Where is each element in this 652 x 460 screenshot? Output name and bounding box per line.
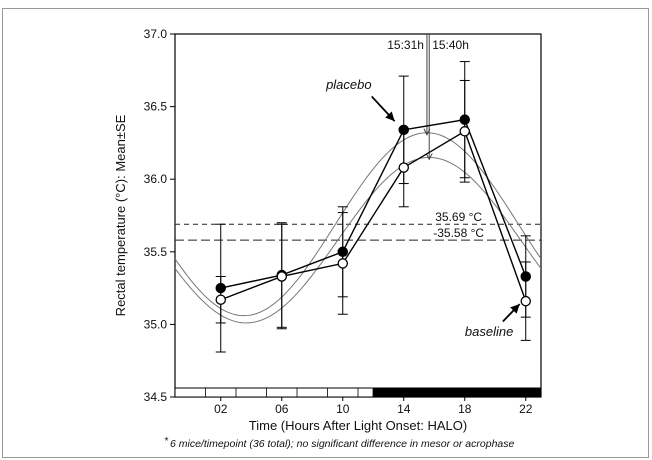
y-tick-label: 35.0 <box>144 317 168 331</box>
y-tick-label: 36.5 <box>144 100 168 114</box>
dark-phase-bar <box>372 387 542 398</box>
placebo-annotation: placebo <box>325 77 372 92</box>
y-tick-label: 36.0 <box>144 172 168 186</box>
y-tick-label: 34.5 <box>144 390 168 404</box>
x-axis-title: Time (Hours After Light Onset: HALO) <box>249 418 467 433</box>
light-phase-bar <box>174 387 374 398</box>
placebo-point <box>398 124 409 136</box>
y-tick-label: 37.0 <box>144 27 168 41</box>
baseline-point <box>276 271 287 282</box>
mesor-label: 35.69 °C <box>435 210 482 224</box>
placebo-arrow-head <box>385 111 395 122</box>
baseline-point <box>520 295 532 307</box>
y-axis-title: Rectal temperature (°C): Mean±SE <box>113 114 128 316</box>
cosinor-fit-curve <box>175 156 541 324</box>
x-tick-label: 22 <box>519 402 533 416</box>
baseline-annotation: baseline <box>465 324 513 339</box>
baseline-series-line <box>220 130 527 302</box>
x-tick-label: 02 <box>214 402 228 416</box>
x-tick-label: 06 <box>275 402 289 416</box>
placebo-series-line <box>220 118 527 289</box>
placebo-point <box>215 282 226 294</box>
x-tick-label: 10 <box>336 402 350 416</box>
baseline-point <box>337 258 348 269</box>
y-tick-label: 35.5 <box>144 245 168 259</box>
acrophase-label: 15:40h <box>432 38 469 52</box>
baseline-arrow-head <box>510 304 520 314</box>
cosinor-fit-curve <box>175 132 541 317</box>
baseline-point <box>459 126 470 137</box>
baseline-point <box>215 294 226 305</box>
placebo-point <box>337 246 348 258</box>
footnote-text: 6 mice/timepoint (36 total); no signific… <box>170 438 514 450</box>
x-tick-label: 18 <box>458 402 472 416</box>
footnote-star: * <box>164 435 169 447</box>
acrophase-label: 15:31h <box>387 38 424 52</box>
x-tick-label: 14 <box>397 402 411 416</box>
figure-frame: 34.5 35.0 35.5 36.0 36.5 37.0 02 06 10 14 18 22 Time… <box>2 8 649 458</box>
placebo-point <box>520 271 532 282</box>
mesor-label: -35.58 °C <box>433 226 484 240</box>
rectal-temperature-chart: 34.5 35.0 35.5 36.0 36.5 37.0 02 06 10 14 18 22 Time… <box>113 27 542 450</box>
placebo-point <box>459 114 470 125</box>
acrophase-arrowhead <box>425 153 433 161</box>
baseline-point <box>398 162 409 173</box>
